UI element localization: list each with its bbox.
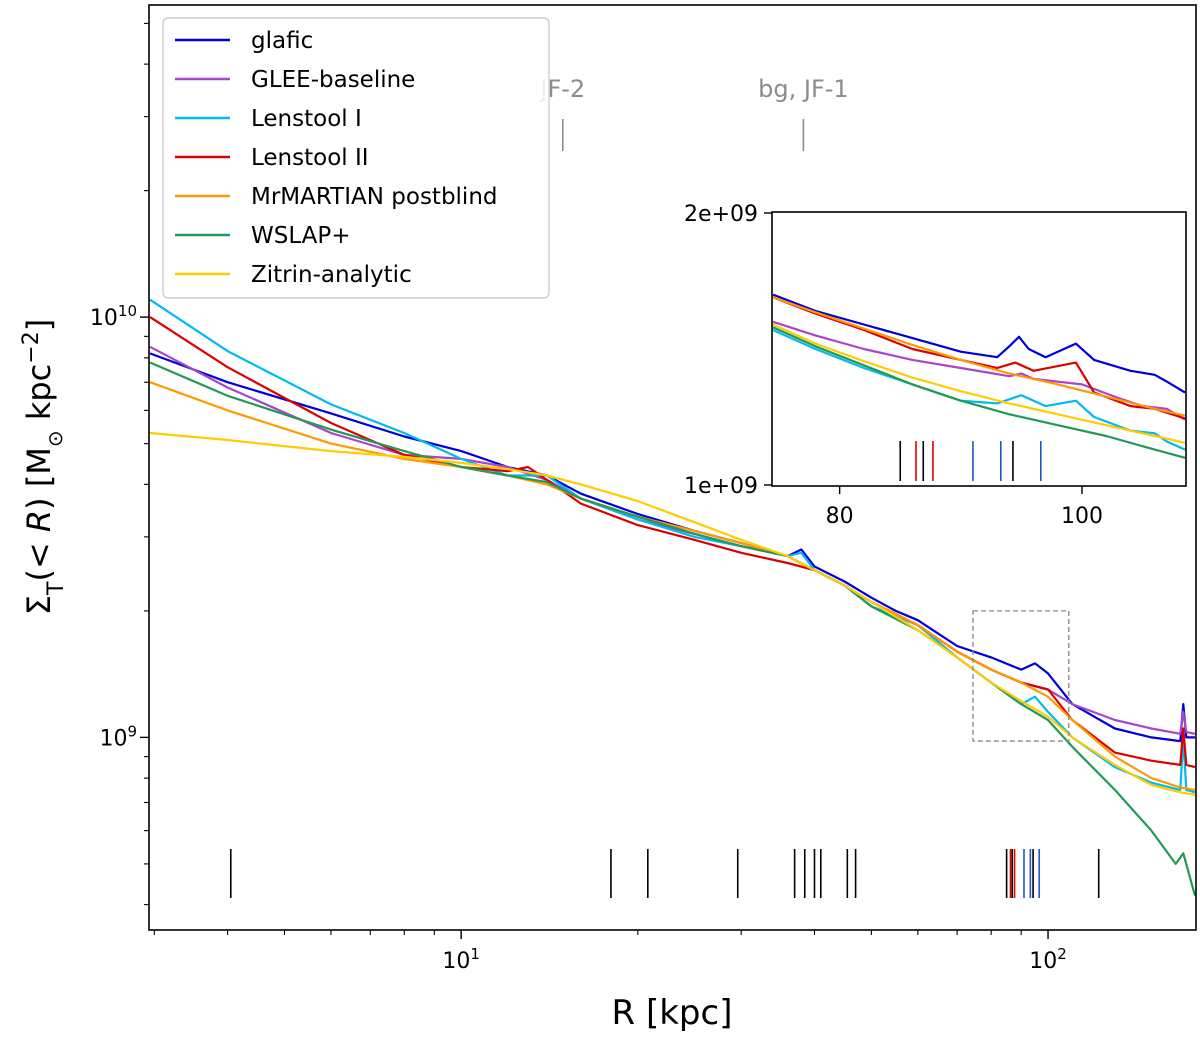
y-axis-label: ΣT(< R) [M⊙ kpc−2] xyxy=(19,319,69,615)
inset-series-line-lenstool-i xyxy=(772,328,1186,451)
inset-y-tick-label: 2e+09 xyxy=(684,202,758,227)
inset-y-tick-label: 1e+09 xyxy=(684,474,758,499)
x-axis-label: R [kpc] xyxy=(612,993,733,1033)
legend-label: GLEE-baseline xyxy=(251,67,415,93)
rug-marks xyxy=(229,849,1100,898)
inset-series-line-mrmartian-postblind xyxy=(772,296,1186,417)
legend-item-mrmartian-postblind: MrMARTIAN postblind xyxy=(175,184,498,210)
x-tick-label: 102 xyxy=(1029,945,1067,974)
inset-background xyxy=(772,212,1186,486)
inset-series-line-zitrin-analytic xyxy=(772,323,1186,444)
series-line-zitrin-analytic xyxy=(149,431,1196,796)
legend-item-wslap: WSLAP+ xyxy=(175,223,351,249)
inset-x-tick-label: 80 xyxy=(826,504,854,529)
legend-item-glee-baseline: GLEE-baseline xyxy=(175,67,415,93)
y-tick-label: 109 xyxy=(99,722,137,751)
x-tick-label: 101 xyxy=(442,945,480,974)
legend-item-zitrin-analytic: Zitrin-analytic xyxy=(175,262,412,288)
inset-series-line-wslap xyxy=(772,326,1186,459)
zoom-box xyxy=(972,610,1070,742)
inset-series-group xyxy=(772,293,1186,459)
legend-item-lenstool-i: Lenstool I xyxy=(175,106,362,132)
legend-label: MrMARTIAN postblind xyxy=(251,184,498,210)
inset-series-line-lenstool-ii xyxy=(772,296,1186,420)
plot-frame xyxy=(148,4,1197,931)
main-axes: 101 102 109 1010 xyxy=(90,22,1067,974)
annotation-label: bg, JF-1 xyxy=(758,75,849,103)
main-series-group xyxy=(149,298,1197,896)
legend-label: glafic xyxy=(251,28,313,54)
legend: glafic GLEE-baseline Lenstool I Lenstool II… xyxy=(162,17,550,299)
legend-label: Lenstool II xyxy=(251,145,369,171)
inset-rug-marks xyxy=(899,441,1042,481)
y-tick-label: 1010 xyxy=(90,302,137,331)
inset-x-tick-label: 100 xyxy=(1061,504,1103,529)
legend-label: WSLAP+ xyxy=(251,223,351,249)
inset-frame xyxy=(771,211,1187,487)
legend-item-glafic: glafic xyxy=(175,28,313,54)
legend-frame xyxy=(162,17,550,299)
inset-plot: 80 100 1e+09 2e+09 xyxy=(684,202,1187,529)
inset-axes: 80 100 1e+09 2e+09 xyxy=(684,202,1103,529)
legend-label: Lenstool I xyxy=(251,106,362,132)
inset-series-line-glafic xyxy=(772,293,1186,394)
legend-item-lenstool-ii: Lenstool II xyxy=(175,145,369,171)
legend-label: Zitrin-analytic xyxy=(251,262,412,288)
series-line-glafic xyxy=(149,352,1195,743)
